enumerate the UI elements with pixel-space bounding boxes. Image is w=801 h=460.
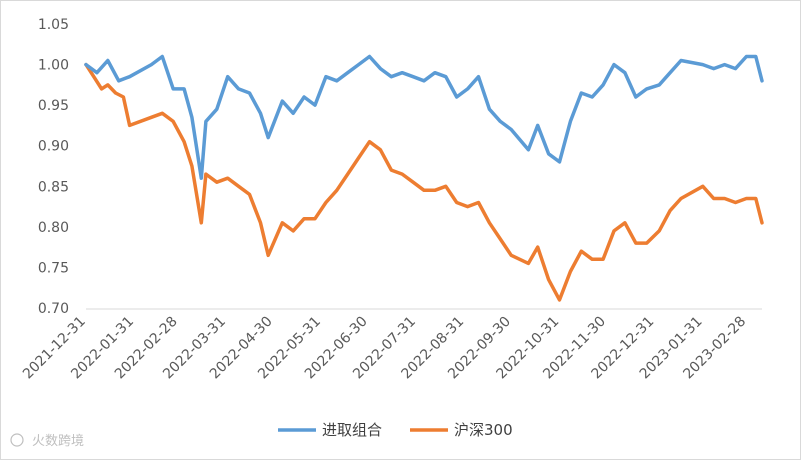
y-tick-label: 1.05 [38, 17, 69, 33]
legend-label: 沪深300 [454, 421, 513, 439]
y-tick-label: 0.90 [38, 139, 69, 155]
y-tick-label: 0.95 [38, 98, 69, 114]
series-line [84, 54, 764, 180]
series-group [84, 54, 764, 302]
y-tick-label: 0.70 [38, 301, 69, 317]
y-tick-label: 0.85 [38, 179, 69, 195]
legend-label: 进取组合 [322, 421, 382, 439]
y-tick-label: 0.75 [38, 260, 69, 276]
y-axis: 1.05 1.00 0.95 0.90 0.85 0.80 0.75 0.70 [38, 17, 69, 317]
series-line [84, 62, 764, 302]
watermark: 火数跨境 [10, 433, 84, 449]
y-tick-label: 0.80 [38, 220, 69, 236]
legend: 进取组合 沪深300 [278, 421, 513, 439]
x-axis: 2021-12-312022-01-312022-02-282022-03-31… [20, 308, 762, 382]
watermark-logo-icon [10, 433, 24, 447]
watermark-text: 火数跨境 [32, 434, 84, 449]
y-tick-label: 1.00 [38, 58, 69, 74]
